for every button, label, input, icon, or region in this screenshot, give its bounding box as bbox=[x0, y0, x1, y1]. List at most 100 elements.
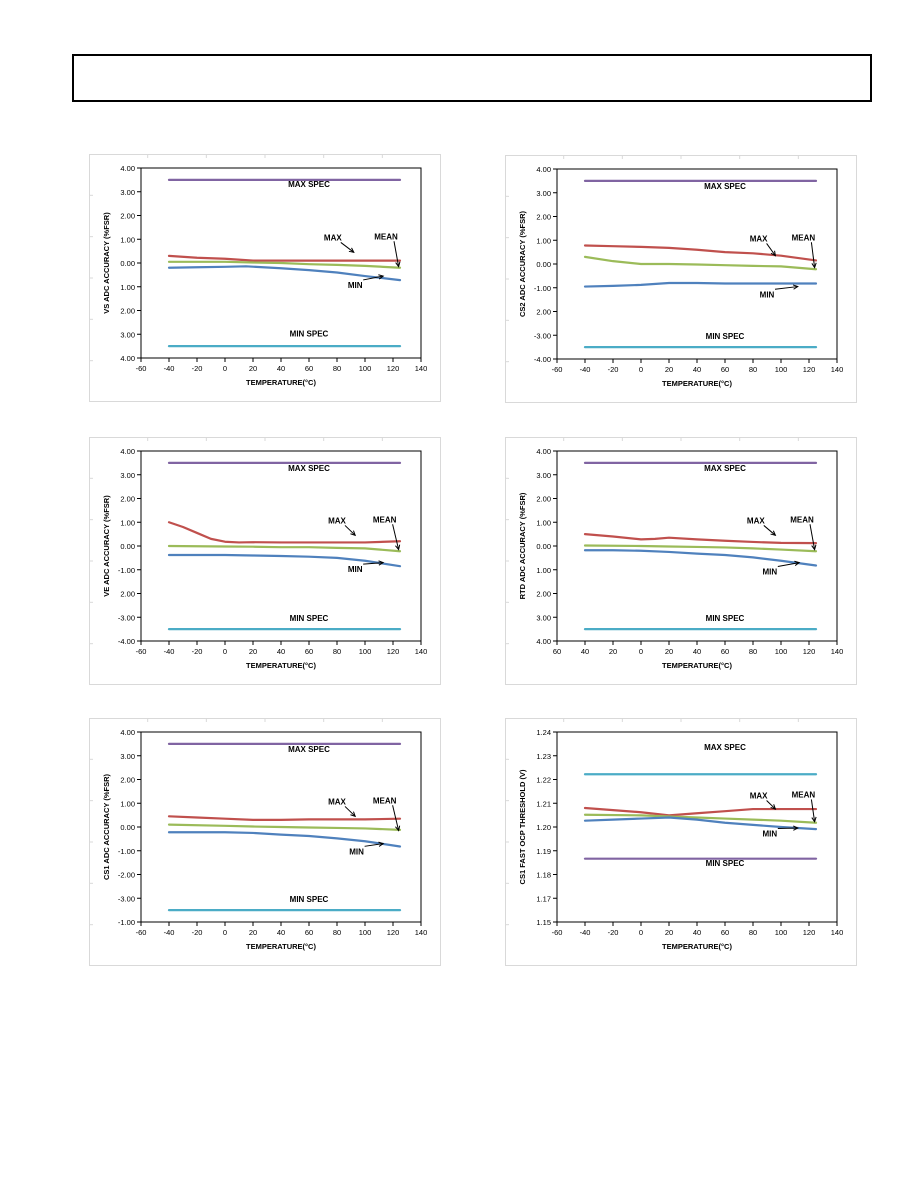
x-tick-label: 40 bbox=[693, 365, 701, 374]
x-tick-label: 60 bbox=[305, 647, 313, 656]
y-tick-label: 1.23 bbox=[536, 752, 551, 761]
y-tick-label: 2.00 bbox=[120, 495, 135, 504]
annotation-min: MIN bbox=[762, 568, 777, 577]
annotation-min-spec: MIN SPEC bbox=[290, 614, 329, 623]
y-tick-label: 0.00 bbox=[536, 260, 551, 269]
x-tick-label: 20 bbox=[249, 928, 257, 937]
y-tick-label: 2.00 bbox=[536, 308, 551, 317]
x-tick-label: 40 bbox=[277, 928, 285, 937]
y-tick-label: 3.00 bbox=[536, 189, 551, 198]
x-tick-label: 120 bbox=[387, 364, 400, 373]
x-tick-label: -20 bbox=[192, 928, 203, 937]
chart-svg: 4.003.002.001.000.00-1.002.00-3.00-4.00-… bbox=[505, 155, 857, 403]
annotation-max-spec: MAX SPEC bbox=[288, 180, 330, 189]
annotation-max: MAX bbox=[328, 797, 346, 806]
annotation-min-spec: MIN SPEC bbox=[290, 895, 329, 904]
annotation-arrow-line bbox=[393, 241, 400, 267]
cs1-adc-accuracy-chart: 4.00 3.00 2.00 1.00 0.00 -1.00 -2.00 -3.00 -1.00… bbox=[89, 718, 441, 966]
annotation-mean: MEAN bbox=[790, 515, 814, 524]
y-tick-label: 1.00 bbox=[120, 235, 135, 244]
annotation-min: MIN bbox=[762, 830, 777, 839]
annotation-arrow-line bbox=[363, 275, 384, 281]
x-tick-label: 120 bbox=[803, 365, 816, 374]
y-tick-label: -1.00 bbox=[118, 847, 135, 856]
y-tick-label: 1.00 bbox=[120, 283, 135, 292]
y-tick-label: 0.00 bbox=[120, 542, 135, 551]
x-tick-label: -60 bbox=[136, 364, 147, 373]
vs-adc-accuracy-chart: 4.00 3.00 2.00 1.00 0.00 1.00 2.00 3.00 4.00 -60-… bbox=[89, 154, 441, 402]
annotation-arrow-head bbox=[792, 284, 799, 290]
y-tick-label: 4.00 bbox=[120, 164, 135, 173]
series-line-min bbox=[167, 265, 402, 282]
y-tick-label: 1.00 bbox=[120, 518, 135, 527]
annotation-arrow-head bbox=[378, 560, 385, 566]
y-axis-label: CS2 ADC ACCURACY (%FSR) bbox=[518, 211, 527, 317]
x-tick-label: 60 bbox=[721, 928, 729, 937]
x-tick-label: 20 bbox=[665, 928, 673, 937]
y-tick-label: 2.00 bbox=[536, 213, 551, 222]
y-tick-label: 3.00 bbox=[120, 471, 135, 480]
x-tick-label: -40 bbox=[580, 365, 591, 374]
x-tick-label: 120 bbox=[387, 647, 400, 656]
x-tick-label: 60 bbox=[721, 647, 729, 656]
annotation-max: MAX bbox=[324, 233, 342, 242]
y-tick-label: 1.00 bbox=[120, 799, 135, 808]
y-tick-label: -1.00 bbox=[118, 918, 135, 927]
annotation-arrow-head bbox=[395, 544, 401, 551]
x-tick-label: 100 bbox=[775, 647, 788, 656]
x-axis-label: TEMPERATURE(°C) bbox=[246, 942, 316, 951]
x-tick-label: 40 bbox=[693, 647, 701, 656]
series-line-mean bbox=[583, 544, 818, 553]
chart-frame bbox=[505, 718, 857, 966]
x-tick-label: 140 bbox=[831, 928, 844, 937]
series-line-mean bbox=[167, 544, 402, 553]
y-tick-label: 1.21 bbox=[536, 799, 551, 808]
annotation-arrow-head bbox=[770, 530, 777, 537]
y-tick-label: 4.00 bbox=[536, 637, 551, 646]
annotation-arrow-head bbox=[378, 841, 385, 847]
x-tick-label: 100 bbox=[359, 928, 372, 937]
x-axis-label: TEMPERATURE(°C) bbox=[662, 942, 732, 951]
y-tick-label: 1.00 bbox=[536, 566, 551, 575]
x-tick-label: -60 bbox=[552, 365, 563, 374]
x-tick-label: 100 bbox=[775, 928, 788, 937]
series-line-max bbox=[583, 244, 818, 262]
annotation-arrow-head bbox=[378, 274, 385, 280]
x-tick-label: 140 bbox=[415, 364, 428, 373]
x-tick-label: -40 bbox=[164, 928, 175, 937]
x-tick-label: 60 bbox=[305, 364, 313, 373]
annotation-arrow-head bbox=[350, 811, 357, 818]
y-tick-label: -1.00 bbox=[118, 566, 135, 575]
annotation-arrow-line bbox=[392, 524, 400, 550]
x-tick-label: -60 bbox=[136, 647, 147, 656]
x-tick-label: 140 bbox=[831, 647, 844, 656]
y-tick-label: -3.00 bbox=[534, 331, 551, 340]
y-tick-label: 1.00 bbox=[536, 236, 551, 245]
y-tick-label: 3.00 bbox=[120, 752, 135, 761]
annotation-max: MAX bbox=[750, 234, 768, 243]
annotation-max-spec: MAX SPEC bbox=[704, 743, 746, 752]
x-tick-label: 20 bbox=[249, 364, 257, 373]
x-tick-label: 60 bbox=[305, 928, 313, 937]
page-header-box bbox=[72, 54, 872, 102]
y-tick-label: 2.00 bbox=[536, 590, 551, 599]
y-tick-label: 1.15 bbox=[536, 918, 551, 927]
y-tick-label: 3.00 bbox=[120, 330, 135, 339]
x-tick-label: -20 bbox=[192, 647, 203, 656]
annotation-arrow-head bbox=[350, 530, 357, 537]
chart-svg: 4.003.002.001.000.00-1.002.00-3.00-4.00-… bbox=[89, 437, 441, 685]
annotation-arrow-line bbox=[766, 243, 776, 256]
y-tick-label: 1.19 bbox=[536, 847, 551, 856]
series-line-max bbox=[167, 254, 402, 262]
x-tick-label: 120 bbox=[803, 647, 816, 656]
x-tick-label: 80 bbox=[333, 364, 341, 373]
y-tick-label: 4.00 bbox=[536, 165, 551, 174]
annotation-max: MAX bbox=[750, 792, 768, 801]
annotation-mean: MEAN bbox=[792, 790, 816, 799]
x-tick-label: 20 bbox=[609, 647, 617, 656]
ve-adc-accuracy-chart: 4.00 3.00 2.00 1.00 0.00 -1.00 2.00 -3.00 -4.00-… bbox=[89, 437, 441, 685]
annotation-mean: MEAN bbox=[373, 796, 397, 805]
x-tick-label: -60 bbox=[136, 928, 147, 937]
y-tick-label: -4.00 bbox=[534, 355, 551, 364]
x-tick-label: 80 bbox=[749, 647, 757, 656]
